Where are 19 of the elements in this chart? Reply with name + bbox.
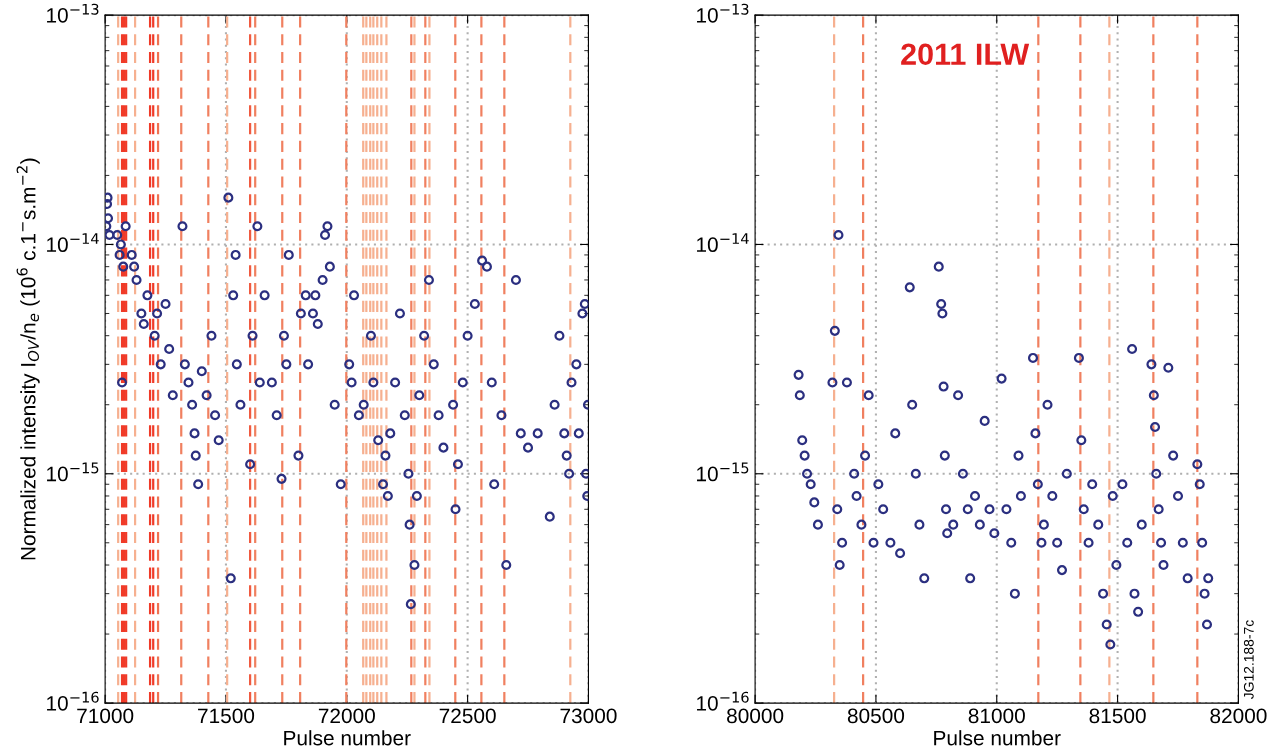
x-tick-label: 73000 bbox=[560, 708, 617, 724]
x-tick-label: 81000 bbox=[968, 708, 1025, 724]
y-tick-label: 10$^{−14}$ bbox=[47, 233, 99, 253]
y-tick-label: 10$^{−13}$ bbox=[47, 3, 99, 23]
x-tick-label: 81500 bbox=[1089, 708, 1146, 724]
x-axis-title: Pulse number bbox=[284, 730, 411, 746]
text: 2011 ILW bbox=[901, 43, 1030, 66]
y-tick-label: 10$^{−15}$ bbox=[47, 462, 99, 482]
text: Normalized intensity I$_{OV}$/n$_{e}$ (10$^{6}$ c.1$^{−}$s.m$^{−2}$) bbox=[16, 158, 40, 560]
x-tick-label: 71500 bbox=[198, 708, 255, 724]
x-axis-title: Pulse number bbox=[934, 730, 1061, 746]
y-tick-label: 10$^{−14}$ bbox=[697, 233, 749, 253]
x-tick-label: 80500 bbox=[847, 708, 905, 724]
x-tick-label: 72500 bbox=[439, 708, 496, 724]
x-tick-label: 82000 bbox=[1210, 708, 1267, 724]
y-tick-label: 10$^{−13}$ bbox=[697, 3, 749, 23]
text: JG12.188-7c bbox=[1243, 620, 1254, 700]
y-tick-label: 10$^{−15}$ bbox=[697, 462, 749, 482]
x-tick-label: 72000 bbox=[318, 708, 375, 724]
